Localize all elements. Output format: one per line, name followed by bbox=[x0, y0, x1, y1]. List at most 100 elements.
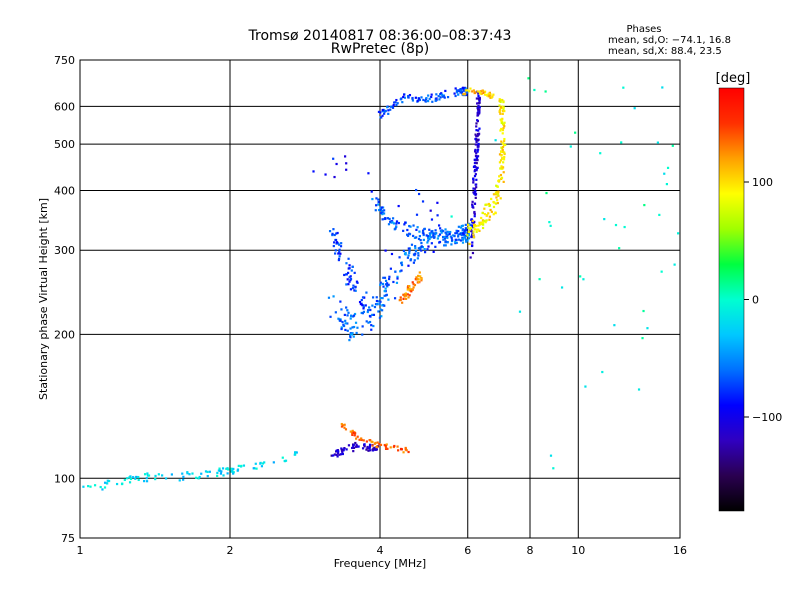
data-point bbox=[477, 145, 480, 148]
data-point bbox=[549, 224, 552, 227]
data-point bbox=[414, 96, 417, 99]
data-point bbox=[408, 249, 411, 253]
data-point bbox=[219, 469, 222, 472]
data-point bbox=[344, 428, 348, 431]
data-point bbox=[355, 280, 359, 283]
data-point bbox=[335, 453, 338, 456]
data-point bbox=[374, 303, 378, 306]
data-point bbox=[371, 313, 374, 316]
data-point bbox=[404, 294, 408, 297]
data-point bbox=[501, 112, 504, 115]
data-point bbox=[338, 248, 341, 251]
data-point bbox=[444, 240, 447, 243]
data-point bbox=[377, 200, 380, 204]
data-point bbox=[457, 235, 460, 238]
data-point bbox=[501, 142, 505, 145]
data-point bbox=[457, 230, 460, 233]
data-point bbox=[379, 206, 382, 209]
data-point bbox=[500, 127, 503, 131]
data-point bbox=[497, 190, 500, 193]
data-point bbox=[340, 422, 343, 426]
data-point bbox=[414, 246, 417, 250]
data-point bbox=[412, 283, 415, 286]
data-point bbox=[406, 293, 409, 296]
data-point bbox=[376, 302, 379, 306]
data-point bbox=[348, 267, 351, 270]
data-point bbox=[422, 238, 425, 242]
data-point bbox=[351, 446, 354, 450]
data-point bbox=[477, 129, 480, 132]
data-point bbox=[666, 166, 670, 169]
data-point bbox=[381, 304, 384, 307]
data-point bbox=[339, 319, 342, 322]
data-point bbox=[487, 212, 490, 215]
data-point bbox=[477, 98, 481, 101]
data-point bbox=[240, 464, 243, 468]
data-point bbox=[646, 327, 649, 330]
data-point bbox=[191, 472, 194, 475]
data-point bbox=[500, 98, 503, 102]
data-point bbox=[502, 126, 505, 130]
data-point bbox=[351, 429, 354, 432]
data-point bbox=[389, 220, 392, 223]
data-point bbox=[345, 262, 348, 265]
data-point bbox=[377, 203, 380, 206]
data-point bbox=[658, 213, 661, 217]
data-point bbox=[99, 485, 102, 489]
data-point bbox=[402, 229, 405, 232]
data-point bbox=[416, 257, 419, 260]
data-point bbox=[383, 304, 386, 307]
data-point bbox=[457, 93, 460, 96]
data-point bbox=[226, 472, 229, 475]
data-point bbox=[392, 222, 396, 225]
data-point bbox=[467, 233, 470, 236]
data-point bbox=[478, 127, 481, 130]
data-point bbox=[474, 154, 478, 158]
data-point bbox=[354, 286, 357, 289]
data-point bbox=[404, 221, 407, 224]
data-point bbox=[182, 478, 185, 481]
colorbar-ticks: 100 0 −100 bbox=[744, 176, 782, 424]
data-point bbox=[384, 287, 387, 290]
data-point bbox=[360, 298, 363, 302]
data-point bbox=[377, 198, 380, 201]
y-tick-label: 300 bbox=[54, 244, 75, 257]
data-point bbox=[584, 385, 587, 388]
data-point bbox=[498, 153, 502, 156]
data-point bbox=[473, 192, 476, 195]
data-point bbox=[387, 112, 390, 115]
data-point bbox=[469, 87, 472, 90]
data-point bbox=[363, 445, 366, 448]
data-point bbox=[476, 144, 479, 147]
data-point bbox=[381, 297, 384, 300]
data-point bbox=[417, 97, 421, 100]
data-point bbox=[353, 289, 356, 292]
data-point bbox=[370, 328, 373, 331]
data-point bbox=[504, 143, 507, 146]
data-point bbox=[188, 473, 191, 476]
data-point bbox=[352, 314, 356, 317]
data-point bbox=[361, 325, 364, 328]
data-point bbox=[475, 156, 478, 159]
data-point bbox=[106, 479, 109, 482]
data-point bbox=[340, 327, 343, 331]
data-point bbox=[411, 99, 415, 102]
data-point bbox=[496, 193, 499, 196]
data-point bbox=[375, 204, 378, 207]
data-point bbox=[406, 234, 410, 237]
data-point bbox=[446, 241, 449, 244]
data-point bbox=[204, 470, 208, 473]
data-point bbox=[379, 443, 383, 447]
data-point bbox=[344, 328, 347, 332]
data-point bbox=[413, 259, 416, 262]
data-point bbox=[455, 229, 458, 232]
data-point bbox=[103, 486, 107, 489]
data-point bbox=[471, 203, 474, 206]
data-point bbox=[384, 279, 388, 282]
data-point bbox=[502, 158, 506, 161]
data-point bbox=[423, 248, 426, 251]
data-point bbox=[488, 95, 491, 98]
data-point bbox=[467, 234, 471, 237]
data-point bbox=[386, 447, 389, 450]
data-point bbox=[348, 264, 351, 267]
